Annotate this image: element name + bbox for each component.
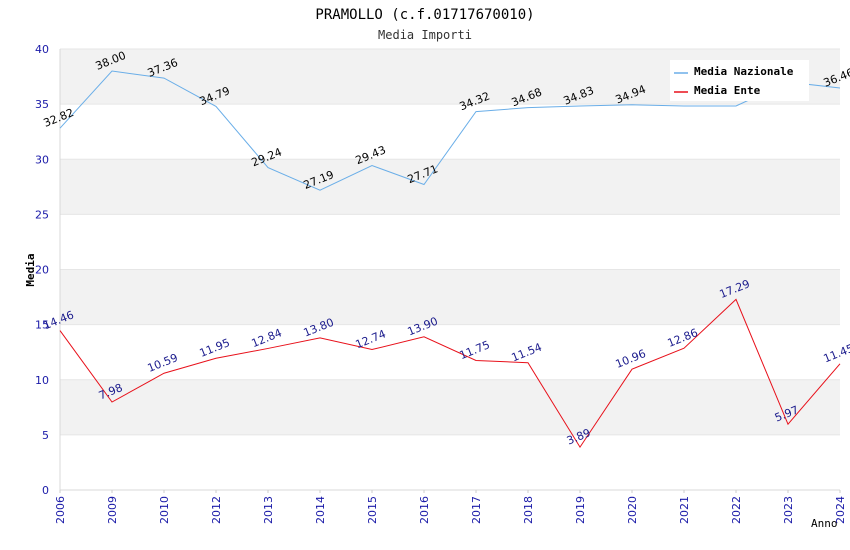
series-line-media-ente: [59, 298, 841, 449]
y-tick-label: 40: [35, 43, 49, 56]
x-tick-label: 2021: [678, 496, 691, 524]
y-tick-label: 15: [35, 319, 49, 332]
x-tick-label: 2023: [782, 496, 795, 524]
y-tick-label: 25: [35, 208, 49, 221]
x-tick-label: 2006: [54, 496, 67, 524]
legend-label-media-nazionale: Media Nazionale: [694, 65, 794, 78]
y-tick-label: 10: [35, 374, 49, 387]
y-tick-label: 0: [42, 484, 49, 497]
x-tick-label: 2012: [210, 496, 223, 524]
data-label: 12.74: [354, 327, 388, 351]
y-tick-label: 20: [35, 264, 49, 277]
data-label: 14.46: [42, 308, 76, 332]
data-label: 12.86: [666, 326, 700, 350]
chart-subtitle: Media Importi: [378, 28, 472, 42]
x-tick-label: 2019: [574, 496, 587, 524]
y-tick-label: 5: [42, 429, 49, 442]
series-line-media-nazionale: [59, 70, 841, 191]
x-tick-label: 2020: [626, 496, 639, 524]
y-axis-label: Media: [24, 253, 37, 286]
x-tick-label: 2016: [418, 496, 431, 524]
x-tick-label: 2018: [522, 496, 535, 524]
x-axis-label: Anno: [811, 517, 838, 530]
grid-band: [60, 379, 840, 435]
data-label: 11.75: [458, 338, 492, 362]
chart-title: PRAMOLLO (c.f.01717670010): [315, 7, 534, 23]
grid-band: [60, 159, 840, 215]
legend: Media Nazionale Media Ente: [670, 60, 809, 101]
y-tick-label: 30: [35, 153, 49, 166]
data-label: 10.96: [614, 347, 648, 371]
y-tick-label: 35: [35, 98, 49, 111]
legend-label-media-ente: Media Ente: [694, 84, 761, 97]
x-tick-label: 2017: [470, 496, 483, 524]
x-tick-label: 2024: [834, 496, 847, 524]
data-label: 11.54: [510, 341, 544, 365]
data-label: 10.59: [146, 351, 180, 375]
x-tick-label: 2022: [730, 496, 743, 524]
y-axis-ticks: 0 5 10 15 20 25 30 35 40: [35, 43, 49, 497]
x-tick-label: 2015: [366, 496, 379, 524]
grid-bands: [60, 49, 840, 435]
x-tick-label: 2014: [314, 496, 327, 524]
x-tick-label: 2010: [158, 496, 171, 524]
legend-box: [670, 60, 809, 101]
grid-band: [60, 269, 840, 325]
x-tick-label: 2009: [106, 496, 119, 524]
x-axis-ticks: 2006 2009 2010 2012 2013 2014 2015 2016 2017 2018…: [54, 490, 847, 524]
x-tick-label: 2013: [262, 496, 275, 524]
grid-lines: [59, 48, 840, 491]
data-label: 11.45: [822, 342, 850, 366]
